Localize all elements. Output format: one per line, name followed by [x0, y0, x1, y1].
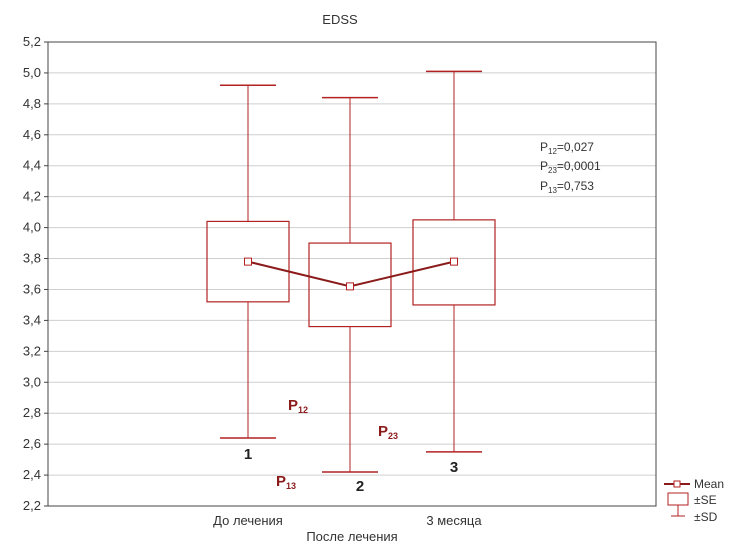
y-tick-label: 2,2 [23, 498, 41, 513]
y-tick-label: 3,4 [23, 312, 41, 327]
legend-sd-label: ±SD [694, 510, 718, 524]
legend-se-label: ±SE [694, 493, 717, 507]
y-tick-label: 3,2 [23, 343, 41, 358]
box-group-2 [308, 96, 392, 473]
box-plot-series [206, 70, 496, 473]
legend-mean-marker [673, 480, 681, 488]
plot-frame [47, 41, 657, 507]
y-tick-label: 3,6 [23, 281, 41, 296]
stat-p12: P12=0,027 [540, 140, 594, 156]
chart-title: EDSS [322, 12, 358, 27]
se-box [206, 220, 290, 303]
y-axis-ticks: 5,2 5,0 4,8 4,6 4,4 4,2 4,0 3,8 3,6 3,4 3,2 3,0 2,8 2… [23, 34, 48, 513]
y-tick-label: 4,0 [23, 220, 41, 235]
y-tick-label: 4,4 [23, 158, 41, 173]
group-number-3: 3 [450, 459, 458, 476]
legend-se-box [667, 492, 689, 506]
se-box [308, 242, 392, 328]
legend: Mean ±SE ±SD [664, 477, 724, 524]
y-tick-label: 4,6 [23, 127, 41, 142]
y-tick-label: 3,8 [23, 251, 41, 266]
box-group-3 [412, 70, 496, 453]
x-tick-label-3: 3 месяца [426, 513, 482, 528]
comparison-marker-p23: P23 [378, 423, 398, 441]
x-tick-label-1: До лечения [213, 513, 283, 528]
y-tick-label: 2,8 [23, 405, 41, 420]
comparison-marker-p13: P13 [276, 473, 296, 491]
mean-marker-3 [450, 257, 458, 266]
mean-markers [244, 257, 458, 291]
y-tick-label: 2,4 [23, 467, 41, 482]
mean-marker-1 [244, 257, 252, 266]
mean-marker-2 [346, 282, 354, 291]
y-tick-label: 4,2 [23, 189, 41, 204]
box-group-1 [206, 84, 290, 439]
y-tick-label: 3,0 [23, 374, 41, 389]
comparison-marker-p12: P12 [288, 397, 308, 415]
se-box [412, 219, 496, 306]
y-tick-label: 5,0 [23, 65, 41, 80]
group-number-1: 1 [244, 446, 252, 463]
legend-mean-label: Mean [694, 477, 724, 491]
y-tick-label: 5,2 [23, 34, 41, 49]
group-number-2: 2 [356, 478, 364, 495]
stat-p13: P13=0,753 [540, 179, 594, 195]
x-axis-label: После лечения [306, 529, 397, 544]
grid-lines [48, 41, 656, 507]
y-tick-label: 4,8 [23, 96, 41, 111]
stat-p23: P23=0,0001 [540, 159, 601, 175]
y-tick-label: 2,6 [23, 436, 41, 451]
